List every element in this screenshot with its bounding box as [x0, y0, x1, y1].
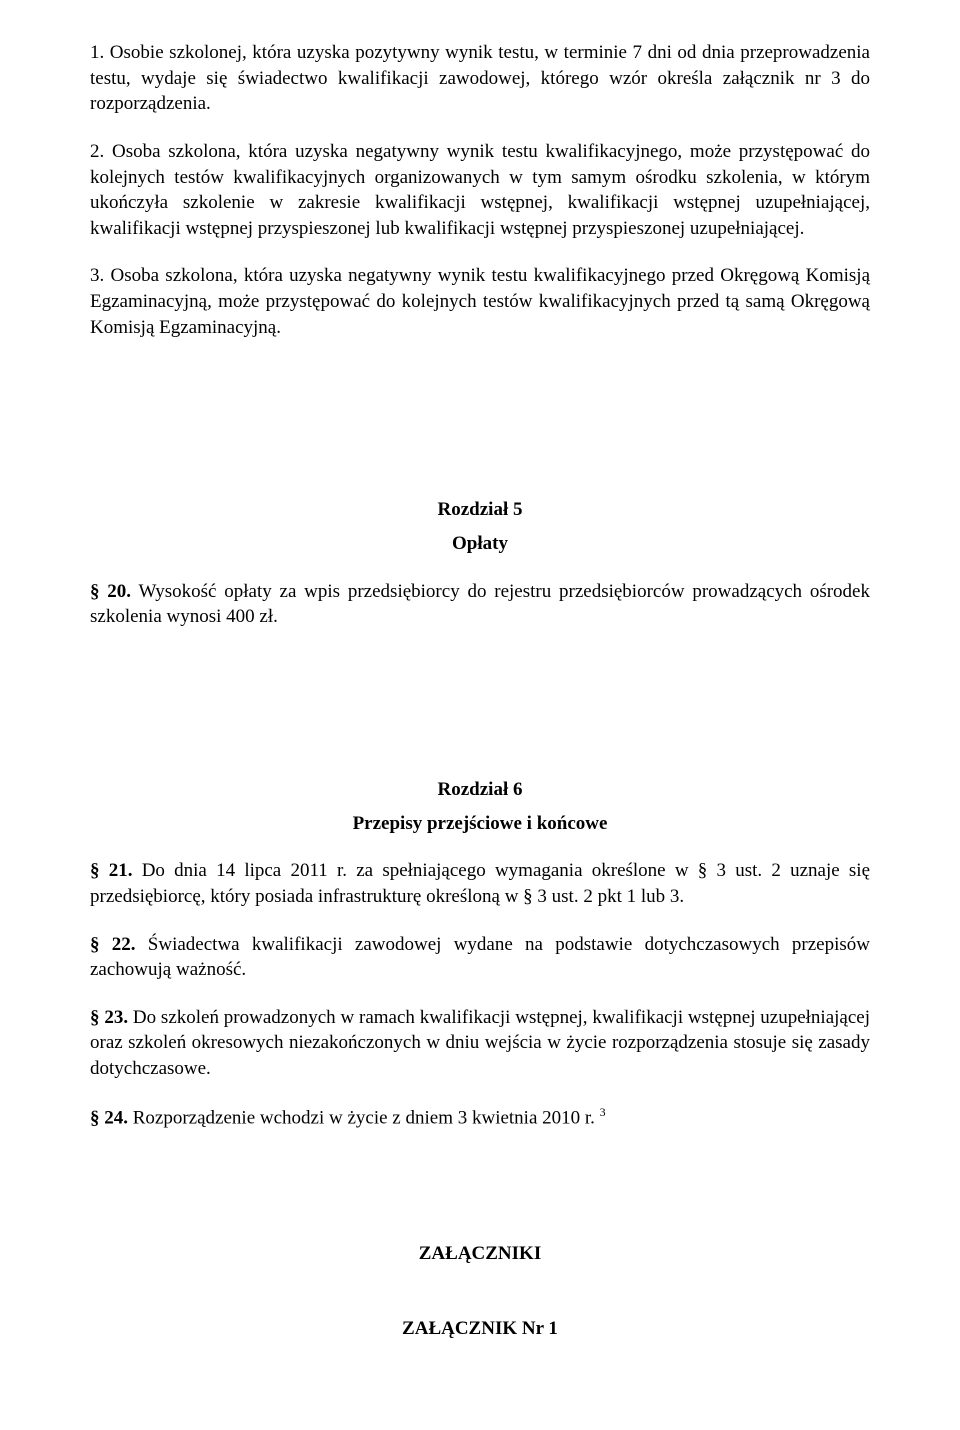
spacer: [90, 362, 870, 442]
section-23: § 23. Do szkoleń prowadzonych w ramach k…: [90, 1005, 870, 1082]
section-20-lead: § 20.: [90, 581, 131, 602]
chapter-5-heading: Rozdział 5: [90, 497, 870, 523]
section-20-text: Wysokość opłaty za wpis przedsiębiorcy d…: [90, 581, 870, 628]
paragraph-3: 3. Osoba szkolona, która uzyska negatywn…: [90, 263, 870, 340]
attachments-heading: ZAŁĄCZNIKI: [90, 1241, 870, 1267]
section-22-text: Świadectwa kwalifikacji zawodowej wydane…: [90, 934, 870, 981]
attachment-1-heading: ZAŁĄCZNIK Nr 1: [90, 1316, 870, 1342]
section-24-footnote: 3: [600, 1105, 606, 1119]
section-21-lead: § 21.: [90, 860, 132, 881]
section-21: § 21. Do dnia 14 lipca 2011 r. za spełni…: [90, 858, 870, 909]
section-21-text: Do dnia 14 lipca 2011 r. za spełniająceg…: [90, 860, 870, 907]
section-24: § 24. Rozporządzenie wchodzi w życie z d…: [90, 1104, 870, 1131]
paragraph-1: 1. Osobie szkolonej, która uzyska pozyty…: [90, 40, 870, 117]
chapter-6-heading: Rozdział 6: [90, 777, 870, 803]
section-24-lead: § 24.: [90, 1107, 128, 1128]
section-22: § 22. Świadectwa kwalifikacji zawodowej …: [90, 932, 870, 983]
section-24-text: Rozporządzenie wchodzi w życie z dniem 3…: [128, 1107, 600, 1128]
chapter-5-title: Opłaty: [90, 531, 870, 557]
section-20: § 20. Wysokość opłaty za wpis przedsiębi…: [90, 579, 870, 630]
section-22-lead: § 22.: [90, 934, 136, 955]
section-23-lead: § 23.: [90, 1007, 128, 1028]
chapter-6-title: Przepisy przejściowe i końcowe: [90, 811, 870, 837]
spacer: [90, 652, 870, 722]
section-23-text: Do szkoleń prowadzonych w ramach kwalifi…: [90, 1007, 870, 1079]
document-page: 1. Osobie szkolonej, która uzyska pozyty…: [0, 0, 960, 1430]
paragraph-2: 2. Osoba szkolona, która uzyska negatywn…: [90, 139, 870, 242]
